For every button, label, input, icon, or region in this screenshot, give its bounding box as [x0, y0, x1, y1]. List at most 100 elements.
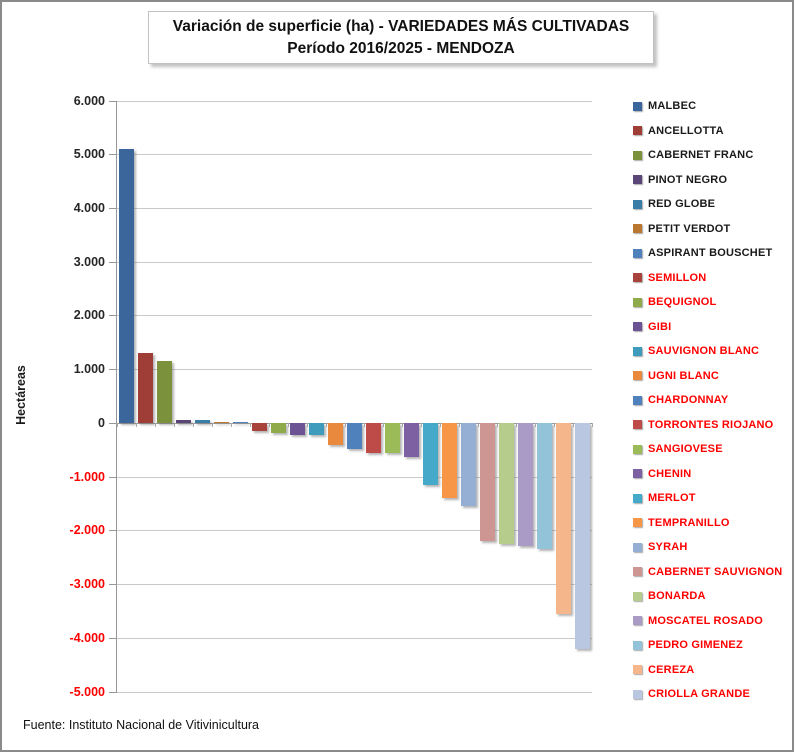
source-note: Fuente: Instituto Nacional de Vitivinicu…	[23, 718, 260, 732]
legend-label: CABERNET SAUVIGNON	[648, 565, 783, 578]
bar-malbec	[119, 148, 134, 423]
legend-item: BEQUIGNOL	[633, 295, 716, 309]
category-axis-tick	[155, 422, 156, 427]
gridline	[117, 207, 592, 209]
legend-swatch-icon	[633, 616, 642, 625]
legend-swatch-icon	[633, 248, 642, 258]
legend-swatch-icon	[633, 444, 642, 454]
legend-swatch-icon	[633, 346, 642, 356]
legend-swatch-icon	[633, 371, 642, 380]
legend-label: SAUVIGNON BLANC	[648, 345, 760, 357]
legend-item: TEMPRANILLO	[633, 516, 730, 530]
chart-title-line-2: Período 2016/2025 - MENDOZA	[287, 39, 515, 57]
y-axis-tick	[109, 100, 117, 102]
y-axis-tick-label: 6.000	[73, 93, 105, 108]
legend-label: SANGIOVESE	[648, 443, 723, 455]
legend-item: CEREZA	[633, 663, 694, 677]
category-axis-tick	[364, 422, 365, 427]
legend-label: CHENIN	[648, 467, 692, 480]
bar-ugni-blanc	[328, 422, 343, 446]
gridline	[117, 100, 592, 102]
legend-label: PETIT VERDOT	[648, 222, 731, 235]
legend-item: CRIOLLA GRANDE	[633, 687, 750, 701]
legend-item: PINOT NEGRO	[633, 173, 727, 187]
legend-label: ANCELLOTTA	[648, 124, 724, 137]
gridline	[117, 261, 592, 263]
bar-petit-verdot	[214, 421, 229, 423]
bar-pinot-negro	[176, 419, 191, 423]
gridline	[117, 530, 592, 532]
legend-swatch-icon	[633, 493, 642, 503]
legend-item: SANGIOVESE	[633, 442, 723, 456]
category-axis-tick	[307, 422, 308, 427]
category-axis-tick	[573, 422, 574, 427]
category-axis-tick	[193, 422, 194, 427]
legend-item: RED GLOBE	[633, 197, 715, 211]
y-axis-tick	[109, 637, 117, 639]
legend-label: CHARDONNAY	[648, 394, 729, 406]
legend-label: SYRAH	[648, 541, 688, 553]
legend-item: ASPIRANT BOUSCHET	[633, 246, 772, 260]
y-axis-tick	[109, 207, 117, 209]
y-axis-tick-label: -4.000	[69, 630, 105, 645]
legend-item: SYRAH	[633, 540, 688, 554]
legend-swatch-icon	[633, 591, 642, 601]
bar-cereza	[556, 422, 571, 614]
category-axis-tick	[383, 422, 384, 427]
bar-syrah	[461, 422, 476, 507]
legend-swatch-icon	[633, 665, 642, 674]
bar-ancellotta	[138, 353, 153, 423]
legend-swatch-icon	[633, 175, 642, 184]
legend-swatch-icon	[633, 101, 642, 111]
category-axis-tick	[345, 422, 346, 427]
bar-gibi	[290, 422, 305, 436]
bar-sangiovese	[385, 422, 400, 454]
category-axis-tick	[136, 422, 137, 427]
legend-label: MALBEC	[648, 100, 697, 112]
legend-label: CEREZA	[648, 663, 695, 676]
legend-swatch-icon	[633, 126, 642, 135]
legend-label: CRIOLLA GRANDE	[648, 688, 750, 700]
y-axis-tick-label: 3.000	[73, 254, 105, 269]
category-axis-tick	[402, 422, 403, 427]
y-axis-tick-label: 1.000	[73, 362, 105, 377]
category-axis-tick	[554, 422, 555, 427]
category-axis-tick	[288, 422, 289, 427]
legend-swatch-icon	[633, 322, 642, 331]
gridline	[117, 154, 592, 156]
y-axis-tick	[109, 584, 117, 586]
bar-criolla-grande	[575, 422, 590, 649]
bar-tempranillo	[442, 422, 457, 499]
legend-item: PEDRO GIMENEZ	[633, 638, 743, 652]
category-axis-tick	[497, 422, 498, 427]
legend-label: BEQUIGNOL	[648, 296, 717, 308]
category-axis-tick	[421, 422, 422, 427]
legend-label: TEMPRANILLO	[648, 516, 730, 529]
gridline	[117, 691, 592, 693]
y-axis-tick-label: -1.000	[69, 469, 105, 484]
legend-label: ASPIRANT BOUSCHET	[648, 247, 773, 259]
legend-swatch-icon	[633, 297, 642, 307]
legend-swatch-icon	[633, 469, 642, 478]
y-axis-tick	[109, 476, 117, 478]
legend-swatch-icon	[633, 542, 642, 552]
category-axis-tick	[440, 422, 441, 427]
gridline	[117, 637, 592, 639]
legend-item: SAUVIGNON BLANC	[633, 344, 759, 358]
category-axis-tick	[174, 422, 175, 427]
legend-label: BONARDA	[648, 590, 706, 602]
legend-item: PETIT VERDOT	[633, 222, 730, 236]
y-axis-line	[116, 100, 117, 693]
bar-merlot	[423, 422, 438, 485]
category-axis-tick	[535, 422, 536, 427]
legend-swatch-icon	[633, 150, 642, 160]
y-axis-tick-label: -5.000	[69, 684, 105, 699]
category-axis-tick	[592, 422, 593, 427]
legend-item: CHENIN	[633, 467, 691, 481]
y-axis-tick-label: 0	[98, 415, 105, 430]
legend-item: BONARDA	[633, 589, 706, 603]
legend-label: GIBI	[648, 320, 672, 333]
y-axis-tick-label: 5.000	[73, 147, 105, 162]
category-axis-tick	[478, 422, 479, 427]
